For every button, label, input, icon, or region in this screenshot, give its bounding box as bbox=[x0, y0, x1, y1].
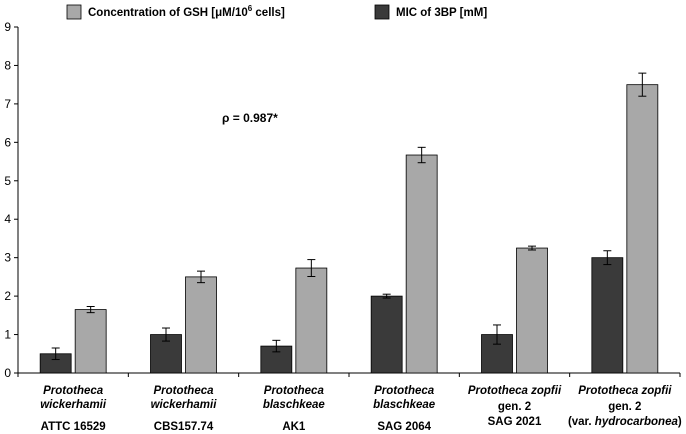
legend-swatch-mic bbox=[374, 4, 390, 20]
y-tick-label: 1 bbox=[4, 328, 11, 342]
category-label-species: Prototheca zopfii bbox=[468, 385, 562, 397]
y-tick-label: 3 bbox=[4, 251, 11, 265]
legend-label-mic: MIC of 3BP [mM] bbox=[396, 7, 487, 19]
category-label-species: blaschkeae bbox=[263, 399, 326, 411]
category-label-species: Prototheca bbox=[43, 385, 104, 397]
y-tick-label: 5 bbox=[4, 174, 11, 188]
bar-gsh bbox=[405, 154, 438, 374]
bar-gsh bbox=[295, 267, 328, 374]
legend-label-gsh: Concentration of GSH [μM/106 cells] bbox=[88, 4, 285, 19]
y-tick-label: 9 bbox=[4, 20, 11, 34]
legend: Concentration of GSH [μM/106 cells] MIC … bbox=[66, 4, 487, 20]
category-label-strain: SAG 2021 bbox=[488, 416, 542, 428]
category-label-species: wickerhamii bbox=[40, 399, 107, 411]
y-tick-label: 0 bbox=[4, 366, 11, 380]
category-label-strain: AK1 bbox=[282, 421, 306, 433]
category-label-species: Prototheca bbox=[153, 385, 214, 397]
y-tick-label: 8 bbox=[4, 58, 11, 72]
category-label-strain: gen. 2 bbox=[498, 401, 531, 413]
bar-mic bbox=[591, 257, 624, 374]
bar-gsh bbox=[516, 247, 548, 374]
y-tick-label: 6 bbox=[4, 135, 11, 149]
y-tick-label: 7 bbox=[4, 97, 11, 111]
legend-swatch-gsh bbox=[66, 4, 82, 20]
plot-area: 0 1 2 3 4 5 6 7 8 9 Prototheca wickerhamii ATTC 1652… bbox=[4, 20, 682, 433]
bar-gsh bbox=[185, 276, 217, 374]
correlation-annotation: ρ = 0.987* bbox=[222, 111, 278, 125]
y-tick-label: 4 bbox=[4, 212, 11, 226]
category-label-species: Prototheca bbox=[374, 385, 435, 397]
category-label-species: Prototheca zopfii bbox=[578, 385, 672, 397]
bar-gsh bbox=[74, 309, 107, 374]
category-label-species: wickerhamii bbox=[151, 399, 218, 411]
category-label-strain: gen. 2 bbox=[608, 401, 641, 413]
category-label-strain: SAG 2064 bbox=[377, 421, 431, 433]
category-label-strain: ATTC 16529 bbox=[41, 421, 106, 433]
y-tick-label: 2 bbox=[4, 289, 11, 303]
category-label-strain: CBS157.74 bbox=[154, 421, 214, 433]
bar-mic bbox=[370, 295, 403, 374]
category-label-species: Prototheca bbox=[264, 385, 325, 397]
category-label-strain: (var. hydrocarbonea) bbox=[568, 416, 682, 428]
bar-gsh bbox=[626, 84, 659, 374]
category-label-species: blaschkeae bbox=[373, 399, 436, 411]
